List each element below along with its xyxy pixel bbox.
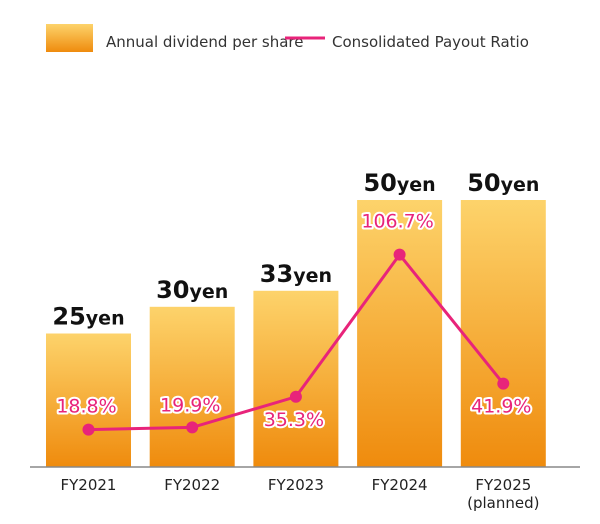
- bar-FY2023: [253, 290, 339, 467]
- payout-label-FY2023: 35.3%: [264, 409, 324, 431]
- payout-point-FY2024: [393, 248, 406, 261]
- bar-FY2021: [46, 333, 131, 467]
- legend-swatch-dividend: [46, 24, 93, 52]
- bar-FY2024: [357, 200, 443, 467]
- x-tick-FY2021: FY2021: [61, 476, 117, 494]
- payout-point-FY2025: [497, 377, 510, 390]
- x-tick-FY2025: FY2025: [475, 476, 531, 494]
- x-tick-FY2023: FY2023: [268, 476, 324, 494]
- bar-label-FY2021: 25yen: [52, 303, 124, 331]
- payout-point-FY2022: [186, 421, 199, 434]
- payout-label-FY2024: 106.7%: [361, 211, 433, 233]
- payout-label-FY2022: 19.9%: [160, 394, 220, 416]
- payout-label-FY2021: 18.8%: [56, 396, 116, 418]
- bar-label-FY2024: 50yen: [363, 169, 435, 197]
- bar-label-FY2022: 30yen: [156, 276, 228, 304]
- bar-FY2025: [460, 200, 546, 467]
- payout-point-FY2023: [289, 390, 302, 403]
- payout-label-FY2025: 41.9%: [471, 396, 531, 418]
- x-tick-sublabel-FY2025: (planned): [467, 494, 539, 512]
- bar-label-FY2025: 50yen: [467, 169, 539, 197]
- legend-label-payout: Consolidated Payout Ratio: [332, 33, 529, 51]
- bar-FY2022: [149, 306, 235, 467]
- x-tick-FY2022: FY2022: [164, 476, 220, 494]
- legend-label-dividend: Annual dividend per share: [106, 33, 303, 51]
- bar-label-FY2023: 33yen: [260, 260, 332, 288]
- x-tick-FY2024: FY2024: [372, 476, 428, 494]
- payout-point-FY2021: [82, 423, 95, 436]
- legend: Annual dividend per share Consolidated P…: [46, 24, 529, 52]
